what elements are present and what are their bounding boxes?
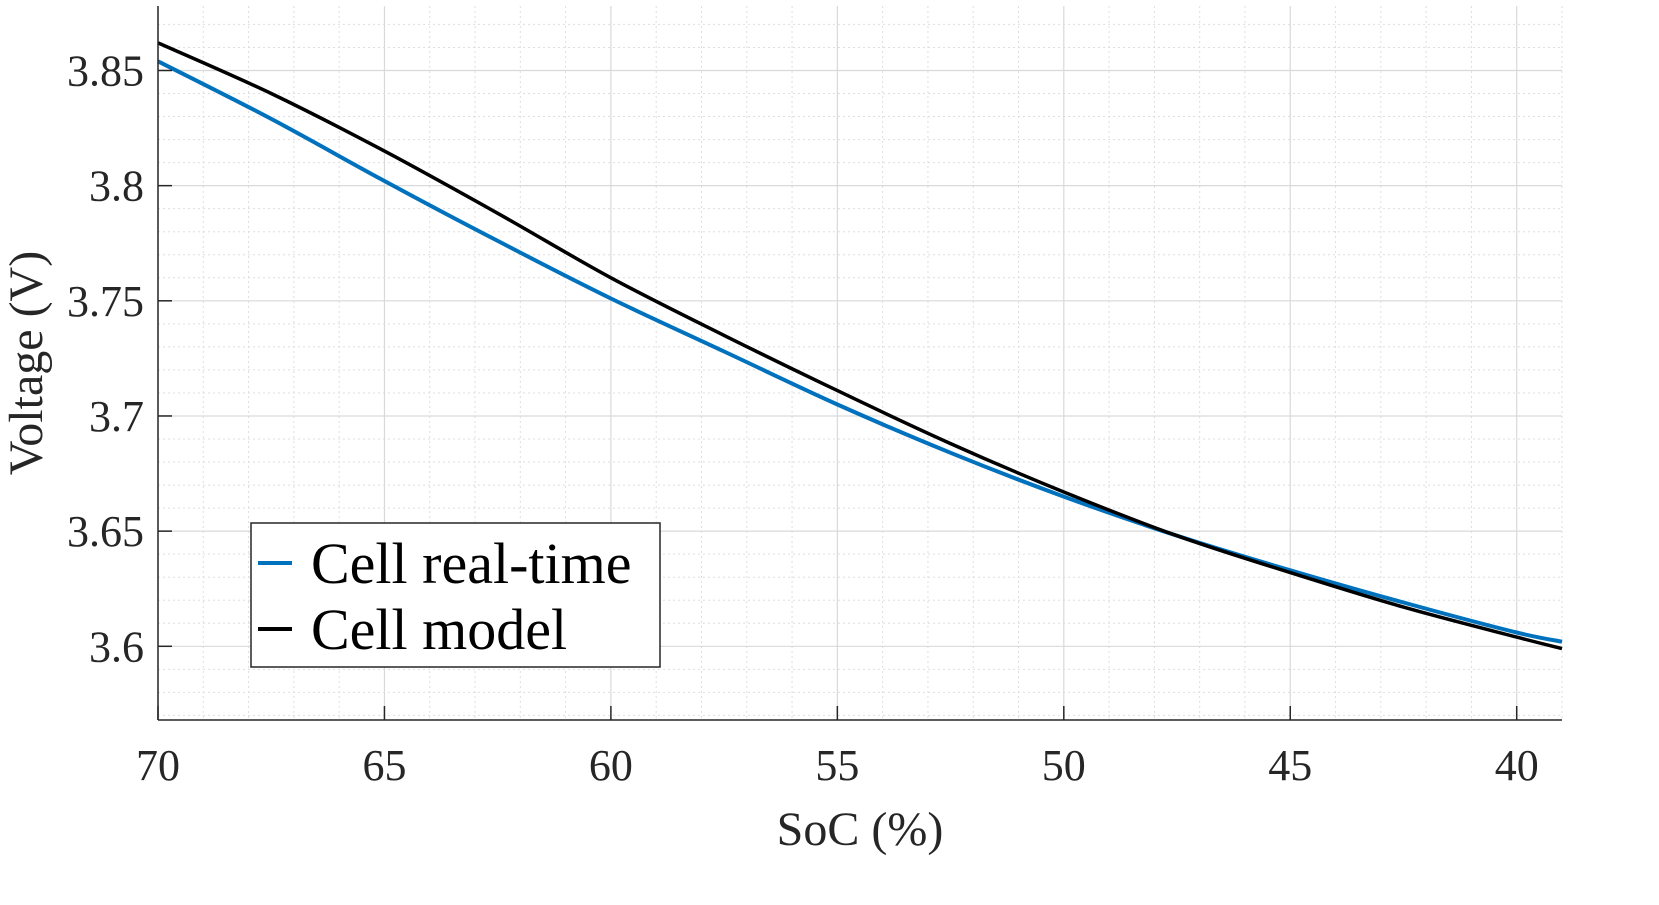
legend: Cell real-time Cell model xyxy=(250,522,661,668)
y-tick-label: 3.65 xyxy=(67,507,144,556)
series-line-cell-real-time xyxy=(157,59,1563,644)
x-tick-label: 70 xyxy=(136,741,180,790)
x-axis-label: SoC (%) xyxy=(777,803,944,856)
series-line-cell-model xyxy=(157,41,1563,651)
y-axis-label: Voltage (V) xyxy=(0,251,53,475)
axes xyxy=(157,6,1562,721)
tick-labels: 70 65 60 55 50 45 40 3.6 3.65 3.7 3.75 3.8 3.85 xyxy=(67,46,1539,790)
y-tick-label: 3.7 xyxy=(89,392,144,441)
x-tick-label: 50 xyxy=(1042,741,1086,790)
legend-label-cell-model: Cell model xyxy=(311,597,567,662)
y-tick-label: 3.75 xyxy=(67,277,144,326)
x-tick-label: 45 xyxy=(1268,741,1312,790)
y-tick-label: 3.8 xyxy=(89,162,144,211)
x-tick-label: 40 xyxy=(1495,741,1539,790)
x-tick-label: 60 xyxy=(589,741,633,790)
x-tick-label: 65 xyxy=(362,741,406,790)
legend-label-cell-real-time: Cell real-time xyxy=(311,531,631,596)
y-tick-label: 3.85 xyxy=(67,46,144,95)
series-lines xyxy=(157,41,1563,651)
y-tick-label: 3.6 xyxy=(89,622,144,671)
legend-box xyxy=(250,522,661,668)
x-tick-label: 55 xyxy=(815,741,859,790)
